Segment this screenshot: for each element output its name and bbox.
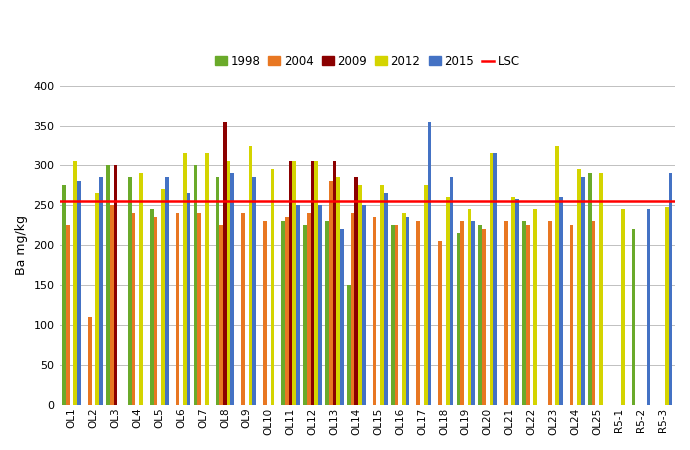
Bar bbox=[621, 209, 624, 405]
Bar bbox=[570, 225, 573, 405]
Bar bbox=[241, 213, 245, 405]
Bar bbox=[669, 173, 672, 405]
Bar bbox=[248, 145, 253, 405]
Bar bbox=[227, 162, 230, 405]
Bar bbox=[187, 194, 190, 405]
Bar bbox=[219, 225, 223, 405]
Bar bbox=[351, 213, 355, 405]
Bar bbox=[95, 194, 99, 405]
Bar bbox=[263, 221, 267, 405]
Bar bbox=[310, 162, 315, 405]
Bar bbox=[391, 225, 395, 405]
Bar bbox=[139, 173, 143, 405]
Bar bbox=[555, 145, 559, 405]
Bar bbox=[154, 217, 157, 405]
Legend: 1998, 2004, 2009, 2012, 2015, LSC: 1998, 2004, 2009, 2012, 2015, LSC bbox=[210, 50, 524, 72]
Bar bbox=[446, 198, 449, 405]
Bar bbox=[318, 205, 322, 405]
Bar bbox=[77, 181, 81, 405]
Bar bbox=[373, 217, 376, 405]
Bar bbox=[468, 209, 471, 405]
Bar bbox=[73, 162, 77, 405]
Bar bbox=[588, 173, 591, 405]
Bar bbox=[438, 241, 442, 405]
Bar bbox=[110, 205, 114, 405]
Bar bbox=[230, 173, 234, 405]
Y-axis label: Ba mg/kg: Ba mg/kg bbox=[15, 215, 28, 275]
Bar bbox=[526, 225, 530, 405]
Bar bbox=[362, 205, 366, 405]
Bar bbox=[457, 234, 460, 405]
Bar bbox=[515, 199, 519, 405]
Bar bbox=[355, 177, 358, 405]
Bar bbox=[132, 213, 135, 405]
Bar bbox=[282, 221, 285, 405]
Bar bbox=[223, 122, 227, 405]
Bar bbox=[632, 230, 635, 405]
Bar bbox=[578, 170, 581, 405]
Bar bbox=[336, 177, 340, 405]
Bar bbox=[325, 221, 329, 405]
Bar bbox=[559, 198, 563, 405]
Bar bbox=[293, 162, 296, 405]
Bar bbox=[358, 185, 362, 405]
Bar bbox=[296, 205, 300, 405]
Bar bbox=[490, 153, 493, 405]
Bar bbox=[99, 177, 103, 405]
Bar bbox=[482, 230, 486, 405]
Bar bbox=[165, 177, 168, 405]
Bar bbox=[285, 217, 288, 405]
Bar bbox=[504, 221, 508, 405]
Bar bbox=[384, 194, 388, 405]
Bar bbox=[215, 177, 219, 405]
Bar bbox=[333, 162, 336, 405]
Bar bbox=[380, 185, 384, 405]
Bar bbox=[395, 225, 398, 405]
Bar bbox=[270, 170, 275, 405]
Bar bbox=[62, 185, 66, 405]
Bar bbox=[106, 166, 110, 405]
Bar bbox=[197, 213, 201, 405]
Bar bbox=[417, 221, 420, 405]
Bar bbox=[303, 225, 307, 405]
Bar bbox=[315, 162, 318, 405]
Bar bbox=[288, 162, 293, 405]
Bar bbox=[161, 189, 165, 405]
Bar bbox=[114, 166, 117, 405]
Bar bbox=[329, 181, 333, 405]
Bar bbox=[128, 177, 132, 405]
Bar bbox=[402, 213, 406, 405]
Bar bbox=[599, 173, 603, 405]
Bar bbox=[183, 153, 187, 405]
Bar bbox=[581, 177, 584, 405]
Bar bbox=[424, 185, 428, 405]
Bar bbox=[449, 177, 453, 405]
Bar bbox=[460, 221, 464, 405]
Bar bbox=[665, 207, 669, 405]
Bar bbox=[522, 221, 526, 405]
Bar bbox=[205, 153, 208, 405]
Bar bbox=[478, 225, 482, 405]
Bar bbox=[175, 213, 179, 405]
Bar bbox=[347, 285, 351, 405]
Bar bbox=[548, 221, 551, 405]
Bar bbox=[428, 122, 431, 405]
Bar bbox=[647, 209, 651, 405]
Bar bbox=[194, 166, 197, 405]
Bar bbox=[307, 213, 310, 405]
Bar bbox=[533, 209, 537, 405]
Bar bbox=[471, 221, 475, 405]
Bar bbox=[253, 177, 256, 405]
Bar bbox=[150, 209, 154, 405]
Bar bbox=[88, 317, 92, 405]
Bar bbox=[591, 221, 595, 405]
Bar bbox=[406, 217, 409, 405]
Bar bbox=[66, 225, 70, 405]
Bar bbox=[493, 153, 497, 405]
Bar bbox=[511, 198, 515, 405]
Bar bbox=[340, 230, 344, 405]
